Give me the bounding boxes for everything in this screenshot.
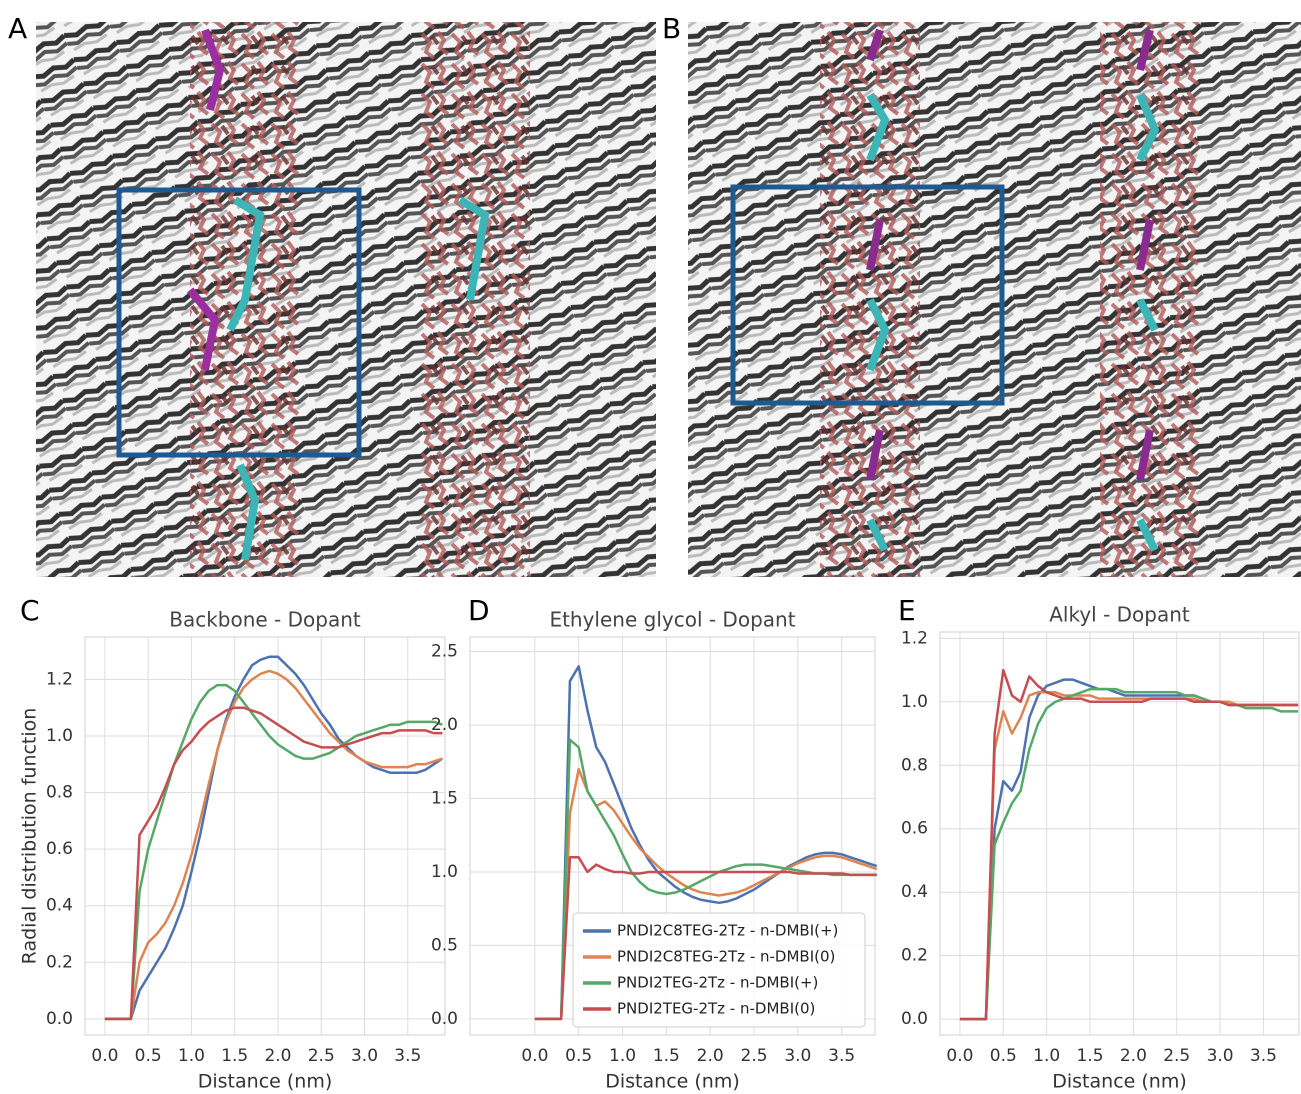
x-tick-label: 2.5 bbox=[741, 1046, 768, 1066]
x-tick-label: 1.5 bbox=[653, 1046, 680, 1066]
x-tick-label: 2.0 bbox=[1120, 1046, 1147, 1066]
x-tick-label: 3.5 bbox=[1250, 1046, 1277, 1066]
x-tick-label: 2.5 bbox=[308, 1046, 335, 1066]
chart-title: Ethylene glycol - Dopant bbox=[549, 608, 795, 632]
series-line bbox=[104, 655, 444, 1021]
x-tick-label: 3.0 bbox=[784, 1046, 811, 1066]
legend-text: PNDI2TEG-2Tz - n-DMBI(+) bbox=[617, 974, 818, 992]
x-tick-label: 3.0 bbox=[1207, 1046, 1234, 1066]
y-tick-label: 1.5 bbox=[431, 789, 458, 809]
panel-label: C bbox=[20, 594, 40, 627]
x-tick-label: 0.0 bbox=[946, 1046, 973, 1066]
x-tick-label: 1.0 bbox=[178, 1046, 205, 1066]
series-line bbox=[534, 856, 877, 1021]
x-tick-label: 1.5 bbox=[1076, 1046, 1103, 1066]
x-tick-label: 3.5 bbox=[394, 1046, 421, 1066]
y-tick-label: 1.0 bbox=[46, 726, 73, 746]
panel-label: A bbox=[8, 12, 27, 45]
series-line bbox=[104, 669, 443, 1021]
x-tick-label: 1.0 bbox=[1033, 1046, 1060, 1066]
y-tick-label: 0.6 bbox=[901, 819, 928, 839]
y-tick-label: 1.0 bbox=[431, 862, 458, 882]
x-tick-label: 0.5 bbox=[990, 1046, 1017, 1066]
series-line bbox=[104, 683, 443, 1021]
y-tick-label: 0.6 bbox=[46, 839, 73, 859]
series-line bbox=[959, 668, 1299, 1021]
y-tick-label: 0.2 bbox=[901, 946, 928, 966]
chart-title: Backbone - Dopant bbox=[169, 608, 361, 632]
panel-a-image bbox=[36, 22, 656, 577]
x-tick-label: 0.5 bbox=[135, 1046, 162, 1066]
legend-text: PNDI2TEG-2Tz - n-DMBI(0) bbox=[617, 1000, 815, 1018]
legend-box bbox=[572, 912, 866, 1028]
y-tick-label: 1.2 bbox=[901, 628, 928, 648]
x-tick-label: 3.0 bbox=[351, 1046, 378, 1066]
x-tick-label: 2.5 bbox=[1163, 1046, 1190, 1066]
x-tick-label: 1.5 bbox=[221, 1046, 248, 1066]
x-tick-label: 0.0 bbox=[91, 1046, 118, 1066]
panel-label: E bbox=[898, 594, 916, 627]
y-axis-label: Radial distribution function bbox=[19, 708, 41, 965]
series-line bbox=[959, 687, 1299, 1021]
y-tick-label: 0.4 bbox=[901, 882, 928, 902]
x-axis-label: Distance (nm) bbox=[198, 1071, 333, 1093]
x-tick-label: 1.0 bbox=[609, 1046, 636, 1066]
x-axis-label: Distance (nm) bbox=[605, 1071, 740, 1093]
x-tick-label: 0.0 bbox=[521, 1046, 548, 1066]
y-tick-label: 0.0 bbox=[901, 1009, 928, 1029]
chart-title: Alkyl - Dopant bbox=[1049, 603, 1190, 627]
y-tick-label: 0.4 bbox=[46, 896, 73, 916]
x-tick-label: 3.5 bbox=[828, 1046, 855, 1066]
panel-label: D bbox=[468, 594, 490, 627]
y-tick-label: 0.8 bbox=[46, 783, 73, 803]
y-tick-label: 2.5 bbox=[431, 642, 458, 662]
y-tick-label: 0.0 bbox=[46, 1009, 73, 1029]
legend-text: PNDI2C8TEG-2Tz - n-DMBI(+) bbox=[617, 922, 838, 940]
y-tick-label: 0.8 bbox=[901, 755, 928, 775]
x-tick-label: 2.0 bbox=[697, 1046, 724, 1066]
series-line bbox=[534, 665, 878, 1021]
y-tick-label: 2.0 bbox=[431, 715, 458, 735]
series-line bbox=[104, 706, 443, 1021]
legend-text: PNDI2C8TEG-2Tz - n-DMBI(0) bbox=[617, 948, 835, 966]
y-tick-label: 1.2 bbox=[46, 669, 73, 689]
y-tick-label: 0.0 bbox=[431, 1009, 458, 1029]
x-axis-label: Distance (nm) bbox=[1052, 1071, 1187, 1093]
y-tick-label: 1.0 bbox=[901, 692, 928, 712]
panel-b-image bbox=[688, 22, 1301, 577]
y-tick-label: 0.5 bbox=[431, 935, 458, 955]
plot-area bbox=[84, 636, 446, 1036]
y-tick-label: 0.2 bbox=[46, 952, 73, 972]
panel-label: B bbox=[662, 12, 681, 45]
x-tick-label: 2.0 bbox=[264, 1046, 291, 1066]
x-tick-label: 0.5 bbox=[565, 1046, 592, 1066]
